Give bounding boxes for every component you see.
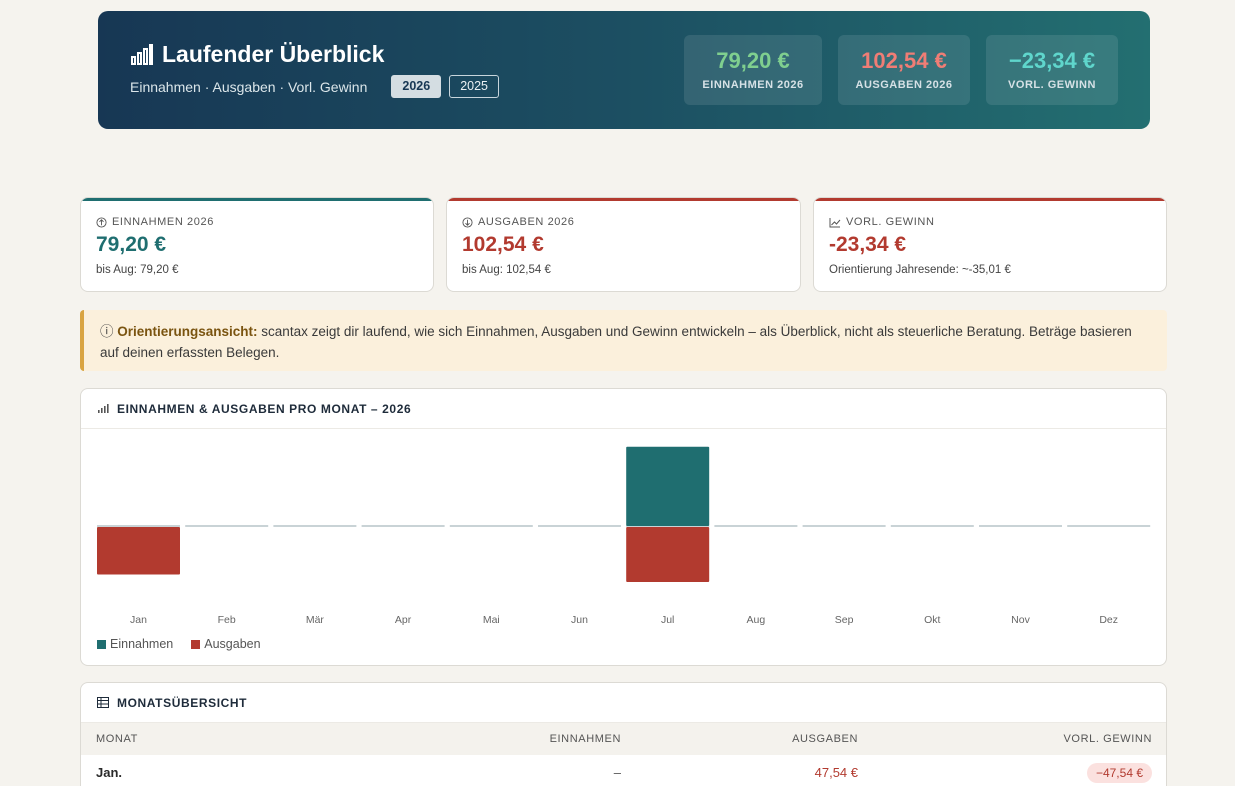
year-button-2025[interactable]: 2025 [449,75,499,98]
x-tick-label: Jul [661,614,674,626]
card-income-label-text: EINNAHMEN 2026 [112,216,214,228]
kpi-expense-value: 102,54 € [861,48,947,73]
year-button-2026[interactable]: 2026 [391,75,442,98]
kpi-expense: 102,54 € AUSGABEN 2026 [838,35,970,105]
card-income-label: EINNAHMEN 2026 [96,216,214,228]
card-expense-label: AUSGABEN 2026 [462,216,574,228]
card-income-sub: bis Aug: 79,20 € [96,264,179,276]
x-tick-label: Mär [306,614,325,626]
notice-bold: Orientierungsansicht: [117,324,258,339]
page-subtitle-text: Einnahmen · Ausgaben · Vorl. Gewinn [130,78,368,95]
card-profit: VORL. GEWINN -23,34 € Orientierung Jahre… [813,197,1167,292]
cell-profit: −47,54 € [1086,755,1152,786]
x-tick-label: Jun [571,614,588,626]
card-expense-sub: bis Aug: 102,54 € [462,264,551,276]
bar-chart-icon [131,43,153,65]
legend-item-income: Einnahmen [97,637,173,651]
bar-expense-Jul [626,527,710,582]
overview-header: Laufender Überblick Einnahmen · Ausgaben… [98,11,1150,129]
col-header-month: MONAT [96,733,138,745]
legend-swatch-expense [191,640,201,650]
x-tick-label: Mai [483,614,500,626]
col-header-profit: VORL. GEWINN [1063,733,1152,745]
card-expense-label-text: AUSGABEN 2026 [478,216,575,228]
table-header-row: MONAT EINNAHMEN AUSGABEN VORL. GEWINN [81,723,1166,755]
card-profit-label: VORL. GEWINN [829,216,935,228]
legend-swatch-income [97,640,106,650]
card-profit-label-text: VORL. GEWINN [846,216,935,228]
bar-income-Jul [626,446,710,526]
cell-income: – [613,765,621,780]
profit-badge: −47,54 € [1086,763,1152,783]
trend-chart-icon [829,217,841,227]
card-expense: AUSGABEN 2026 102,54 € bis Aug: 102,54 € [446,197,801,292]
page-title-text: Laufender Überblick [162,41,385,67]
page-title: Laufender Überblick [130,41,384,68]
notice-text: scantax zeigt dir laufend, wie sich Einn… [100,324,1132,360]
x-tick-label: Sep [835,614,854,626]
kpi-profit-value: −23,34 € [1008,48,1096,73]
chart-title: EINNAHMEN & AUSGABEN PRO MONAT – 2026 [117,401,412,416]
chart-panel-header: EINNAHMEN & AUSGABEN PRO MONAT – 2026 [81,389,1166,429]
x-tick-label: Nov [1011,614,1030,626]
bar-chart-icon [98,404,109,413]
info-icon: ⓘ [100,324,114,339]
card-income-value: 79,20 € [96,233,167,256]
month-table-title: MONATSÜBERSICHT [117,695,248,710]
card-profit-accent [814,198,1166,201]
arrow-down-circle-icon [462,216,473,228]
cell-expense: 47,54 € [814,765,858,780]
col-header-income: EINNAHMEN [549,733,621,745]
orientation-notice: ⓘ Orientierungsansicht: scantax zeigt di… [80,310,1167,371]
legend-label-expense: Ausgaben [204,637,261,651]
cell-month: Jan. [96,765,123,780]
month-table-panel: MONATSÜBERSICHT MONAT EINNAHMEN AUSGABEN… [80,682,1167,786]
kpi-profit-label: VORL. GEWINN [1008,79,1096,91]
x-tick-label: Feb [218,614,236,626]
card-expense-value: 102,54 € [462,233,544,256]
legend-item-expense: Ausgaben [191,637,261,651]
bar-expense-Jan [97,527,180,575]
col-header-expense: AUSGABEN [792,733,858,745]
month-table-header: MONATSÜBERSICHT [81,683,1166,723]
card-expense-accent [447,198,800,201]
chart-panel: EINNAHMEN & AUSGABEN PRO MONAT – 2026 Ja… [80,388,1167,666]
kpi-profit: −23,34 € VORL. GEWINN [986,35,1118,105]
table-icon [97,697,109,708]
chart-legend: Einnahmen Ausgaben [97,637,261,651]
page-subtitle: Einnahmen · Ausgaben · Vorl. Gewinn 2026… [130,75,499,98]
x-tick-label: Jan [130,614,147,626]
kpi-income-label: EINNAHMEN 2026 [702,79,804,91]
x-tick-label: Dez [1099,614,1118,626]
card-profit-value: -23,34 € [829,233,907,256]
card-income-accent [81,198,433,201]
kpi-income-value: 79,20 € [716,48,790,73]
x-tick-label: Okt [924,614,940,626]
card-profit-sub: Orientierung Jahresende: ~-35,01 € [829,264,1011,276]
kpi-expense-label: AUSGABEN 2026 [855,79,953,91]
x-tick-label: Apr [395,614,412,626]
x-tick-label: Aug [747,614,766,626]
monthly-bar-chart: Jan Feb Mär Apr Mai Jun Jul Aug Sep Okt Nov Dez [97,446,1151,626]
kpi-income: 79,20 € EINNAHMEN 2026 [684,35,822,105]
table-row[interactable]: Jan. – 47,54 € −47,54 € [81,755,1166,786]
legend-label-income: Einnahmen [110,637,174,651]
card-income: EINNAHMEN 2026 79,20 € bis Aug: 79,20 € [80,197,434,292]
arrow-up-circle-icon [96,216,107,228]
